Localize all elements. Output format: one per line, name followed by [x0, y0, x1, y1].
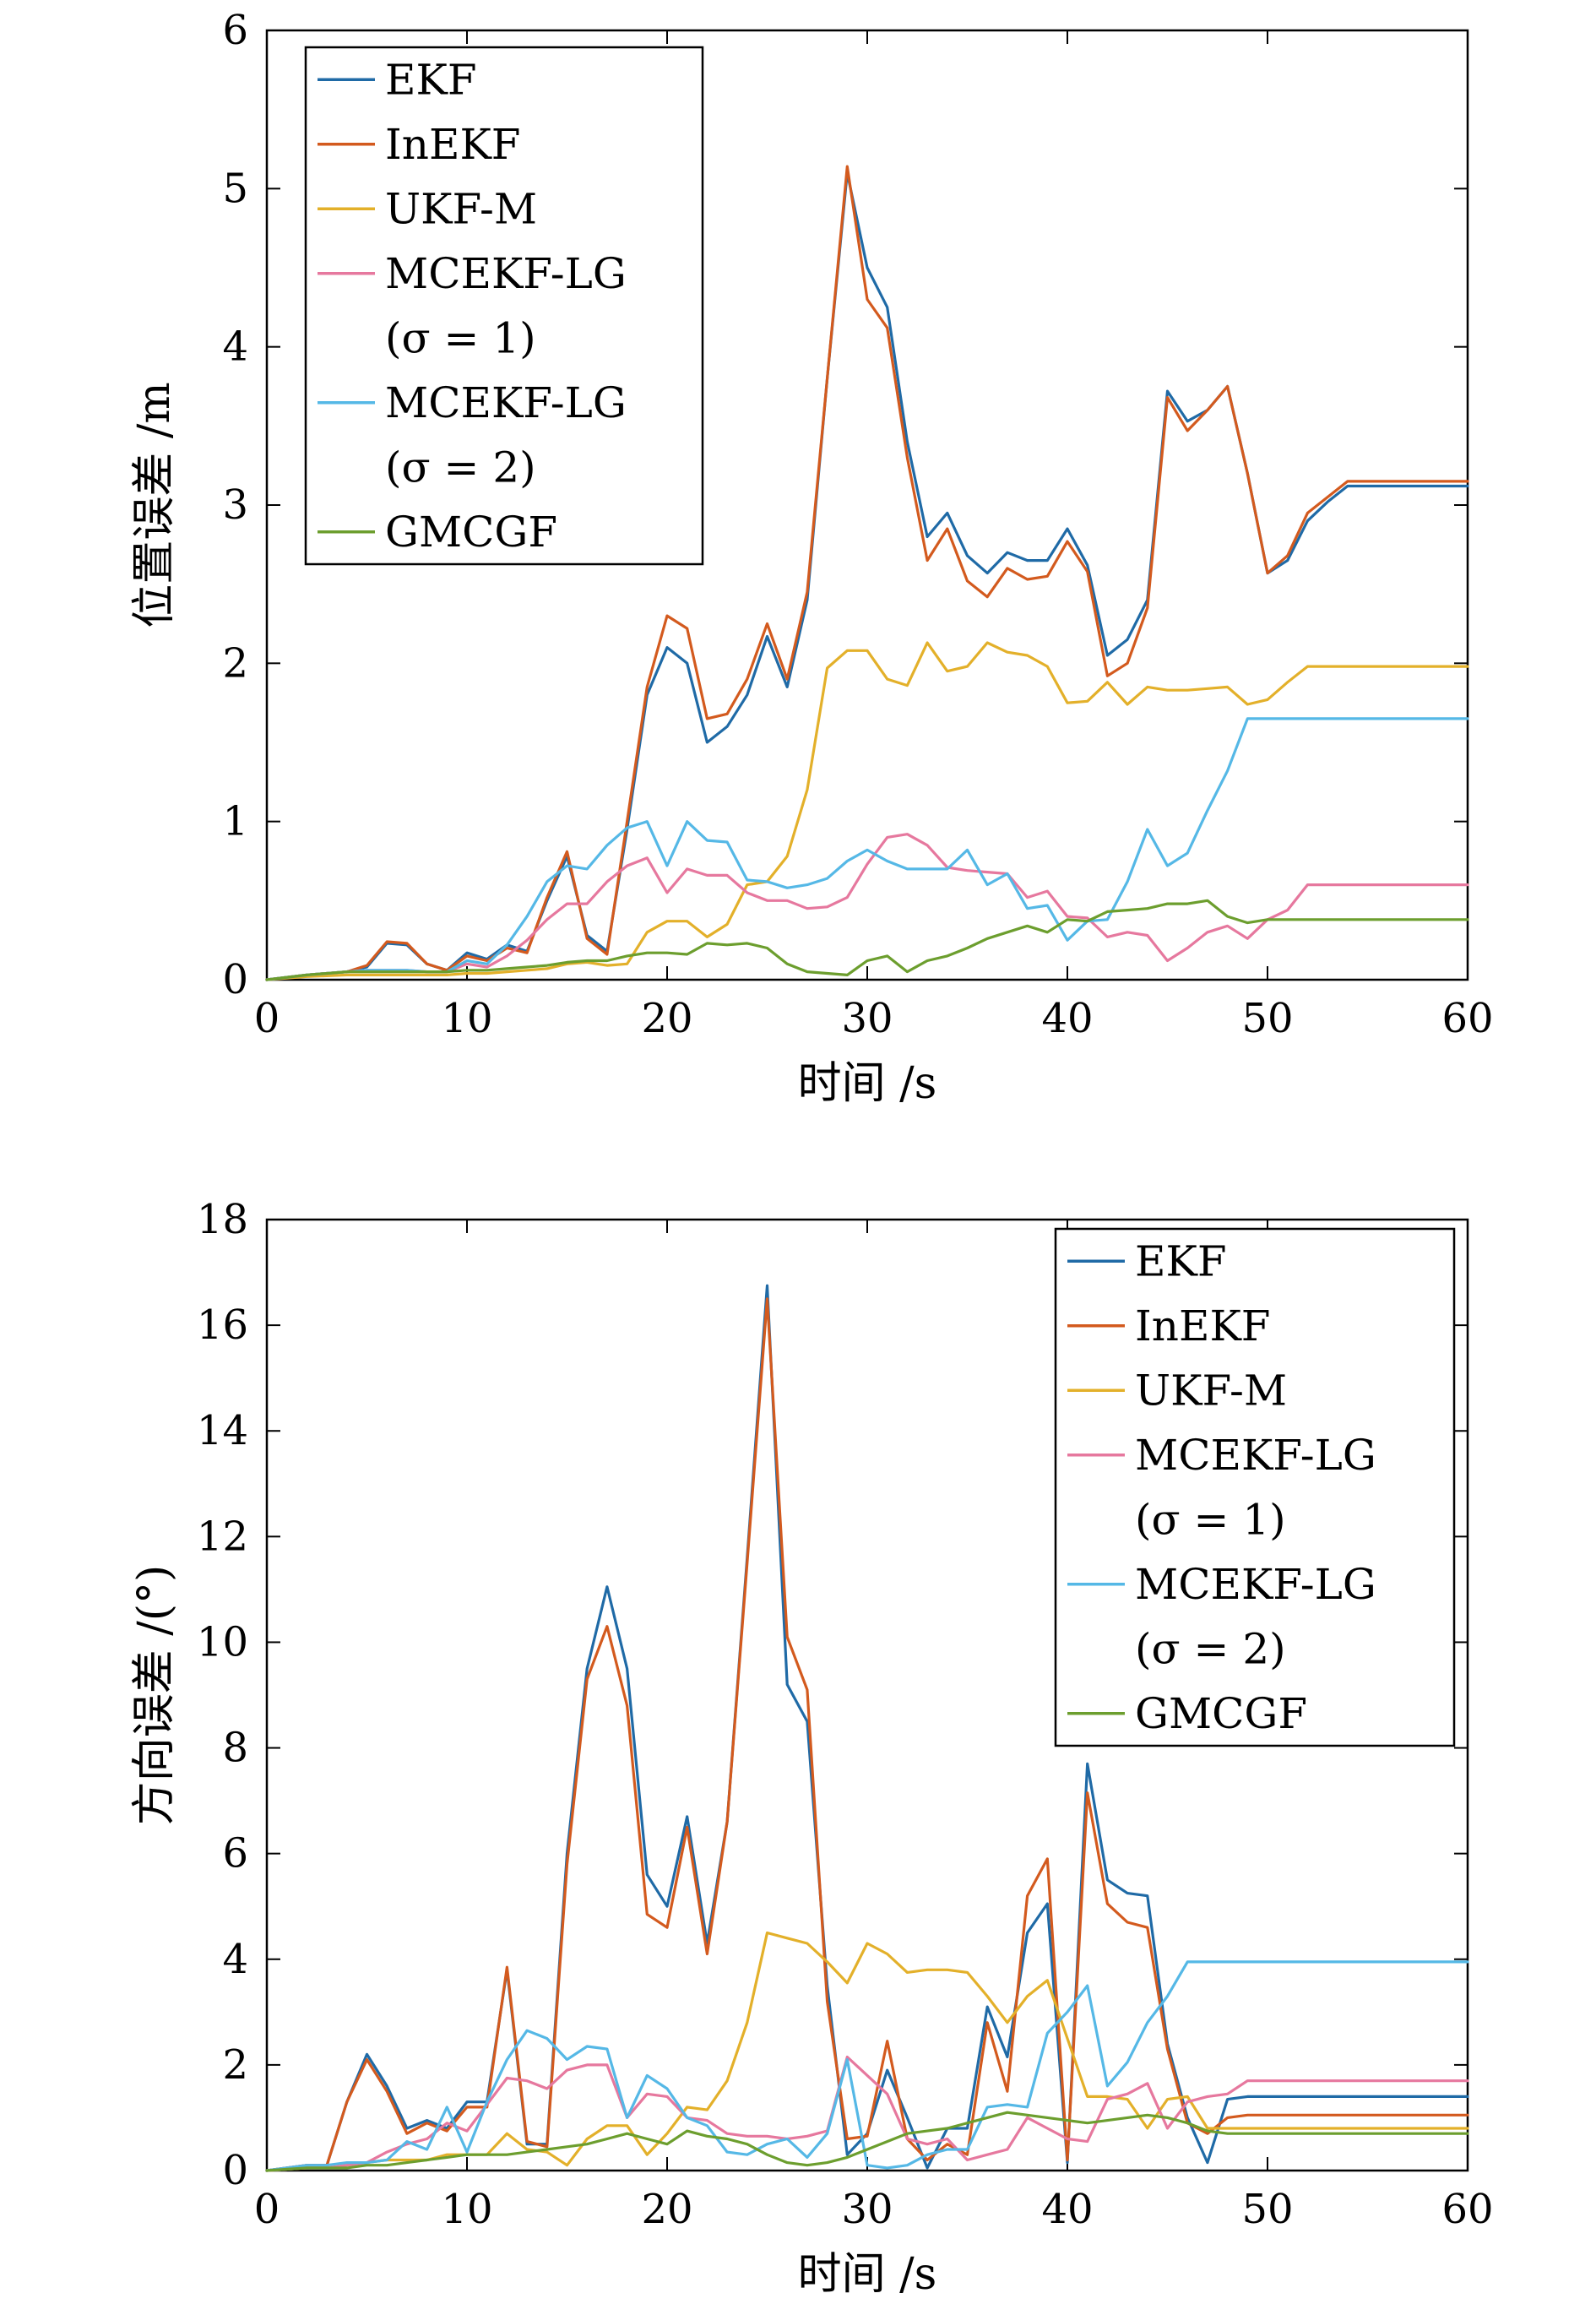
x-tick-label: 30 — [841, 995, 893, 1042]
legend-entry: (σ = 1) — [385, 313, 536, 362]
legend-entry: InEKF — [1135, 1301, 1271, 1350]
chart-2: 0 10 20 30 40 50 60 0 2 4 6 8 10 12 14 16 18 时间 /s 方向误差 /(… — [129, 1196, 1494, 2300]
y-tick-label: 18 — [197, 1196, 248, 1243]
y-axis-label: 方向误差 /(°) — [129, 1565, 180, 1826]
x-tick-label: 0 — [254, 995, 280, 1042]
legend-entry: (σ = 1) — [1135, 1495, 1286, 1544]
x-tick-label: 50 — [1241, 995, 1293, 1042]
x-tick-label: 10 — [441, 995, 492, 1042]
y-tick-label: 4 — [222, 1936, 248, 1983]
y-axis-label: 位置误差 /m — [129, 382, 180, 628]
legend-entry: MCEKF-LG — [1135, 1560, 1376, 1609]
legend-entry: MCEKF-LG — [1135, 1431, 1376, 1480]
legend-entry: InEKF — [385, 120, 521, 169]
series-line-5 — [265, 1960, 1469, 2172]
legend-entry: (σ = 2) — [385, 443, 536, 492]
x-tick-label: 60 — [1441, 995, 1493, 1042]
legend: EKF InEKF UKF-M MCEKF-LG (σ = 1) MCEKF-LG (σ =… — [1054, 1227, 1456, 1747]
y-tick-label: 5 — [222, 165, 248, 212]
legend-entry: (σ = 2) — [1135, 1624, 1286, 1673]
y-tick-label: 16 — [197, 1301, 248, 1349]
chart-1: 0 10 20 30 40 50 60 0 1 2 3 4 5 6 时间 /s 位置误差 /m EKF InEKF… — [129, 7, 1494, 1109]
x-axis-label: 时间 /s — [798, 2249, 937, 2300]
series-line-6 — [265, 899, 1469, 981]
y-tick-label: 1 — [222, 798, 248, 845]
y-tick-label: 10 — [197, 1618, 248, 1666]
y-tick-label: 12 — [197, 1513, 248, 1560]
legend-entry: GMCGF — [385, 508, 557, 557]
series-line-3 — [265, 641, 1469, 981]
x-tick-label: 60 — [1441, 2186, 1493, 2233]
x-tick-label: 40 — [1041, 2186, 1093, 2233]
y-tick-label: 4 — [222, 323, 248, 371]
legend: EKF InEKF UKF-M MCEKF-LG (σ = 1) MCEKF-LG (σ =… — [304, 46, 704, 566]
y-tick-label: 8 — [222, 1725, 248, 1772]
x-tick-label: 20 — [641, 2186, 692, 2233]
y-tick-label: 6 — [222, 1830, 248, 1877]
x-axis-label: 时间 /s — [798, 1058, 937, 1109]
legend-entry: EKF — [1135, 1236, 1227, 1285]
x-tick-label: 30 — [841, 2186, 893, 2233]
legend-box — [1054, 1227, 1456, 1747]
series-line-1 — [265, 1284, 1469, 2172]
legend-entry: UKF-M — [385, 184, 537, 233]
y-tick-label: 3 — [222, 481, 248, 529]
y-tick-label: 0 — [222, 956, 248, 1003]
x-tick-label: 50 — [1241, 2186, 1293, 2233]
legend-box — [304, 46, 704, 566]
y-tick-label: 0 — [222, 2147, 248, 2194]
x-tick-label: 40 — [1041, 995, 1093, 1042]
legend-entry: UKF-M — [1135, 1366, 1287, 1415]
y-tick-label: 14 — [197, 1407, 248, 1454]
x-tick-label: 0 — [254, 2186, 280, 2233]
series-line-4 — [265, 833, 1469, 981]
y-tick-label: 6 — [222, 7, 248, 54]
legend-entry: EKF — [385, 55, 477, 104]
legend-entry: MCEKF-LG — [385, 378, 627, 427]
series-line-5 — [265, 717, 1469, 981]
y-tick-label: 2 — [222, 2041, 248, 2089]
x-tick-label: 20 — [641, 995, 692, 1042]
legend-entry: GMCGF — [1135, 1689, 1307, 1738]
x-tick-label: 10 — [441, 2186, 492, 2233]
y-tick-label: 2 — [222, 639, 248, 687]
series-line-6 — [265, 2111, 1469, 2172]
legend-entry: MCEKF-LG — [385, 249, 627, 298]
